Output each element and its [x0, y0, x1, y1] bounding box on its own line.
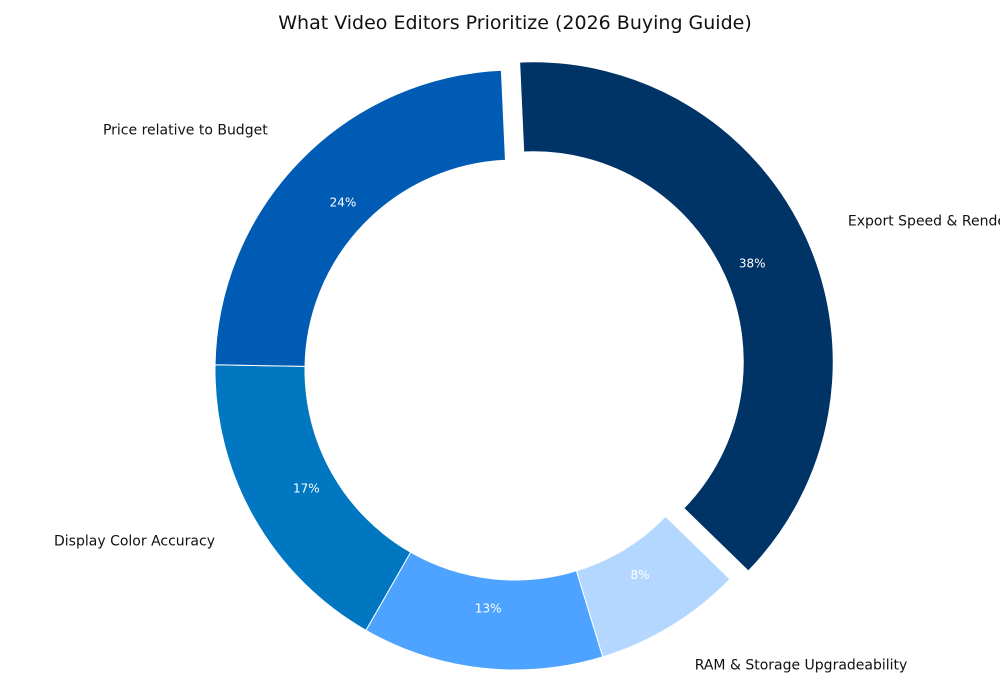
slice-category-label: RAM & Storage Upgradeability: [695, 658, 908, 674]
slice-percent-label: 13%: [475, 602, 502, 616]
slice-percent-label: 24%: [330, 196, 357, 210]
donut-slice: [214, 69, 506, 367]
slice-percent-label: 8%: [630, 568, 649, 582]
donut-slice: [519, 61, 834, 572]
donut-slice: [214, 364, 412, 632]
slice-category-label: Export Speed & Rendering: [848, 213, 1000, 229]
slice-percent-label: 17%: [293, 482, 320, 496]
slice-category-label: Display Color Accuracy: [54, 533, 215, 549]
slice-percent-label: 38%: [739, 256, 766, 270]
slice-category-label: Price relative to Budget: [103, 123, 268, 139]
donut-slice: [575, 515, 731, 658]
chart-title: What Video Editors Prioritize (2026 Buyi…: [278, 12, 752, 34]
